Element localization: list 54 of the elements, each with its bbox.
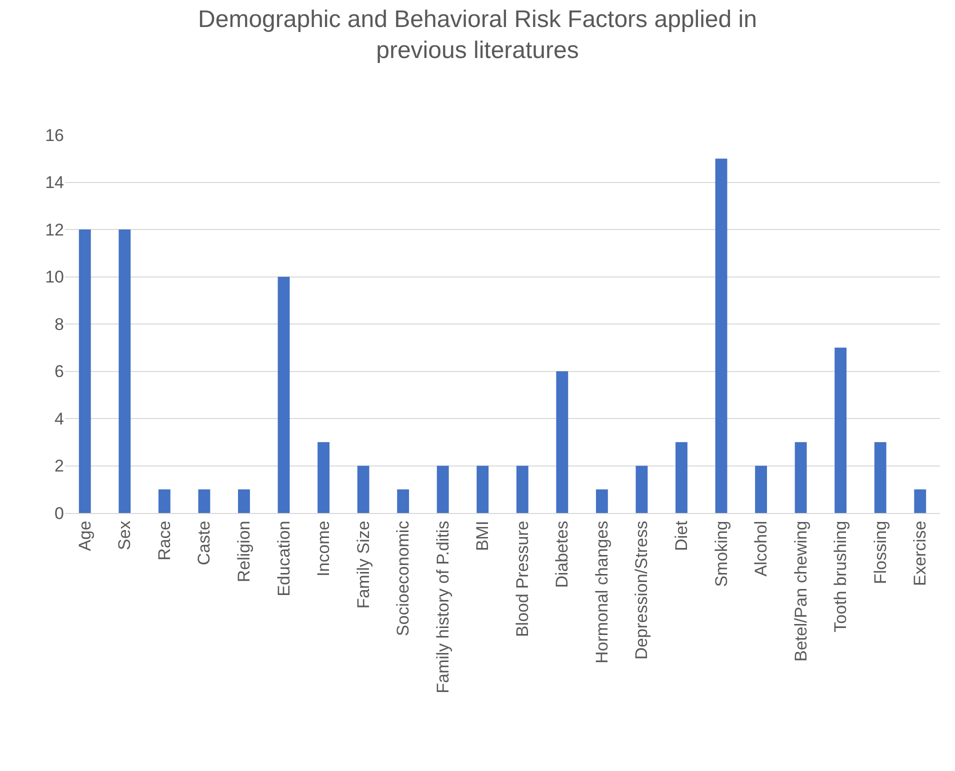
x-tick-label: Family history of P.ditis <box>433 520 452 694</box>
x-tick-label: Blood Pressure <box>512 520 532 638</box>
x-tick-label: Age <box>75 520 94 552</box>
bar <box>198 489 210 513</box>
y-tick-label: 16 <box>45 126 64 145</box>
x-tick-label: Family Size <box>354 520 373 609</box>
bar <box>158 489 170 513</box>
x-tick-label: Sex <box>115 520 134 550</box>
y-tick-label: 10 <box>45 268 64 287</box>
bar <box>794 442 807 513</box>
bar <box>556 371 568 513</box>
bar <box>834 348 847 513</box>
y-tick-label: 12 <box>45 220 64 240</box>
x-tick-label: Income <box>314 520 334 577</box>
bar <box>278 276 290 513</box>
x-tick-label: Exercise <box>910 520 930 586</box>
bar <box>238 489 250 513</box>
bar <box>436 466 449 513</box>
y-tick-label: 6 <box>54 362 64 382</box>
bar <box>516 466 528 513</box>
bar <box>476 466 489 513</box>
y-tick-label: 2 <box>54 456 64 476</box>
x-tick-label: Education <box>274 520 294 596</box>
x-tick-label: Religion <box>234 520 254 582</box>
x-tick-label: Caste <box>194 520 214 566</box>
x-tick-label: Hormonal changes <box>592 520 612 664</box>
bar <box>357 466 370 513</box>
x-tick-label: Flossing <box>870 520 890 584</box>
bar <box>914 489 926 513</box>
x-tick-label: Alcohol <box>752 520 771 577</box>
bar <box>636 466 648 513</box>
x-tick-label: Betel/Pan chewing <box>791 520 810 662</box>
bar <box>676 442 688 513</box>
y-tick-label: 14 <box>45 173 64 192</box>
bar <box>397 489 410 513</box>
y-tick-label: 8 <box>54 314 64 334</box>
x-tick-label: Tooth brushing <box>831 520 850 632</box>
bar <box>318 442 330 513</box>
x-tick-label: Diabetes <box>552 520 572 588</box>
x-tick-label: BMI <box>473 520 492 552</box>
chart-title: Demographic and Behavioral Risk Factors applied in previous literatures <box>198 6 757 64</box>
x-tick-label: Socioeconomic <box>394 520 413 636</box>
y-tick-label: 4 <box>54 409 64 428</box>
x-tick-label: Diet <box>672 520 692 552</box>
bar <box>118 230 131 513</box>
bar <box>78 230 91 513</box>
bar <box>755 466 767 513</box>
bar <box>874 442 886 513</box>
y-tick-label: 0 <box>54 504 64 523</box>
x-tick-label: Race <box>154 520 174 560</box>
x-tick-label: Smoking <box>712 520 731 587</box>
x-tick-label: Depression/Stress <box>632 520 652 660</box>
bar <box>715 158 728 513</box>
bar <box>596 489 608 513</box>
